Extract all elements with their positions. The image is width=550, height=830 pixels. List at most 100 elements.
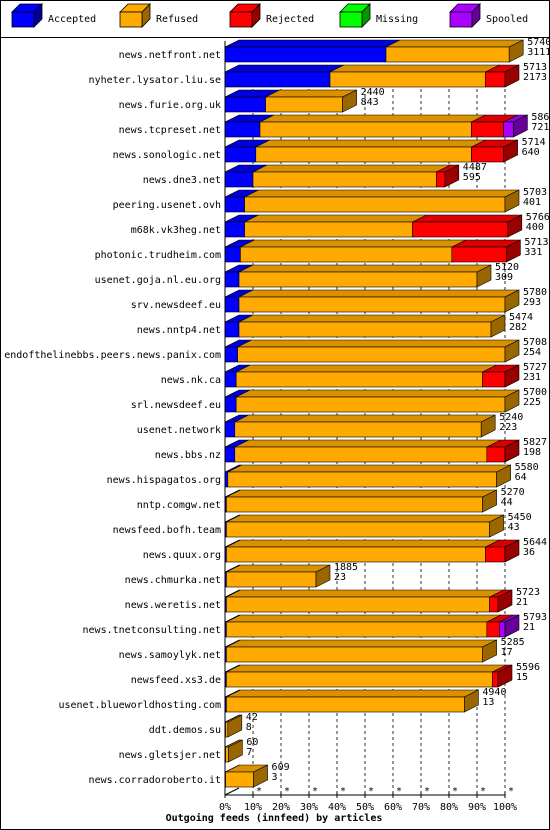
row-label: news.weretis.net	[125, 600, 221, 611]
x-tick-mark: *	[480, 786, 486, 797]
bar-side	[496, 464, 511, 488]
row-accepted-label: 640	[522, 147, 540, 158]
row-label: news.gletsjer.net	[119, 750, 221, 761]
bar-nyheter.lysator.liu.se	[224, 64, 520, 88]
row-total-label: 60	[246, 737, 258, 748]
bar-segment-top-refused	[237, 339, 520, 348]
bar-srv.newsdeef.eu	[224, 289, 520, 313]
bar-side	[464, 689, 479, 713]
bar-segment-accepted	[224, 96, 266, 113]
bar-segment-top-refused	[226, 614, 501, 623]
row-accepted-label: 400	[526, 222, 544, 233]
x-axis: 0% * 10% * 20% * 30% * 40% * 50% * 60% * 70% * 80% * 90% * 1…	[219, 41, 517, 813]
bar-news.furie.org.uk	[224, 89, 357, 113]
bar-segment-accepted	[224, 321, 240, 338]
bar-segment-accepted	[224, 146, 257, 163]
bar-segment-refused	[385, 46, 510, 63]
bar-usenet.goja.nl.eu.org	[224, 264, 492, 288]
row-label: usenet.blueworldhosting.com	[58, 700, 221, 711]
legend-item-accepted: Accepted	[11, 3, 96, 28]
legend-swatch	[11, 11, 35, 28]
row-label: usenet.network	[137, 425, 221, 436]
bar-segment-rejected	[471, 146, 504, 163]
row-total-label: 5723	[516, 587, 540, 598]
row-accepted-label: 8	[246, 722, 252, 733]
row-label: usenet.goja.nl.eu.org	[95, 275, 221, 286]
bar-segment-refused	[227, 471, 497, 488]
bar-segment-refused	[225, 721, 229, 738]
bar-segment-refused	[238, 321, 492, 338]
bar-side	[504, 339, 520, 363]
bar-segment-top-refused	[226, 689, 479, 698]
bar-segment-refused	[225, 746, 229, 763]
bar-segment-top-refused	[236, 389, 520, 398]
row-accepted-label: 13	[482, 697, 494, 708]
bar-segment-top-refused	[226, 664, 507, 673]
bar-news.chmurka.net	[224, 564, 331, 588]
bar-side	[482, 639, 497, 663]
legend-swatch	[339, 11, 363, 28]
row-accepted-label: 843	[361, 97, 379, 108]
row-total-label: 42	[246, 712, 258, 723]
bar-segment-rejected	[489, 596, 499, 613]
x-tick-label: 100%	[493, 802, 517, 813]
bar-news.hispagatos.org	[224, 464, 511, 488]
bar-side	[497, 664, 513, 688]
bar-m68k.vk3heg.net	[224, 214, 523, 238]
legend: Accepted Refused Rejected Missing Spooled	[11, 3, 528, 28]
x-tick-mark: *	[368, 786, 374, 797]
bar-segment-top-refused	[227, 464, 511, 473]
row-label: news.furie.org.uk	[119, 100, 221, 111]
bar-segment-refused	[226, 696, 465, 713]
bar-segment-refused	[244, 196, 506, 213]
row-label: news.tcpreset.net	[119, 125, 221, 136]
row-accepted-label: 225	[523, 397, 541, 408]
row-label: news.quux.org	[143, 550, 221, 561]
bar-segment-top-refused	[226, 539, 500, 548]
row-accepted-label: 721	[531, 122, 549, 133]
legend-item-refused: Refused	[119, 3, 198, 28]
bar-side	[504, 539, 520, 563]
bar-news.tcpreset.net	[224, 114, 528, 138]
bar-side	[504, 364, 520, 388]
row-total-label: 5780	[523, 287, 547, 298]
bar-side	[504, 439, 520, 463]
bar-side	[489, 514, 504, 538]
bar-news.nk.ca	[224, 364, 520, 388]
bar-segment-refused	[235, 371, 483, 388]
bar-segment-top-refused	[244, 189, 520, 198]
row-accepted-label: 2173	[523, 72, 547, 83]
row-accepted-label: 401	[523, 197, 541, 208]
row-accepted-label: 36	[523, 547, 535, 558]
bar-segment-rejected	[486, 621, 500, 638]
row-total-label: 1885	[334, 562, 358, 573]
bar-segment-rejected	[485, 71, 506, 88]
x-tick-mark: *	[312, 786, 318, 797]
bar-segment-accepted	[224, 171, 254, 188]
row-accepted-label: 64	[515, 472, 527, 483]
bar-side	[504, 614, 520, 638]
bar-segment-top-refused	[226, 514, 504, 523]
bar-side	[228, 739, 243, 763]
row-accepted-label: 23	[334, 572, 346, 583]
bar-segment-rejected	[482, 371, 506, 388]
row-accepted-label: 293	[523, 297, 541, 308]
x-tick-label: 30%	[300, 802, 318, 813]
bar-news.netfront.net	[224, 39, 524, 63]
bar-segment-top-refused	[234, 414, 496, 423]
bar-segment-refused	[238, 271, 478, 288]
row-label: srv.newsdeef.eu	[131, 300, 221, 311]
bar-segment-top-refused	[259, 114, 486, 123]
row-total-label: 5120	[495, 262, 519, 273]
row-label: photonic.trudheim.com	[95, 250, 221, 261]
bar-segment-refused	[259, 121, 472, 138]
bar-segment-top-rejected	[412, 214, 522, 223]
bar-segment-rejected	[471, 121, 504, 138]
row-accepted-label: 21	[516, 597, 528, 608]
legend-swatch	[229, 11, 253, 28]
bar-news.weretis.net	[224, 589, 513, 613]
bar-side	[444, 164, 460, 188]
bar-segment-rejected	[485, 546, 506, 563]
legend-label: Refused	[156, 14, 198, 25]
